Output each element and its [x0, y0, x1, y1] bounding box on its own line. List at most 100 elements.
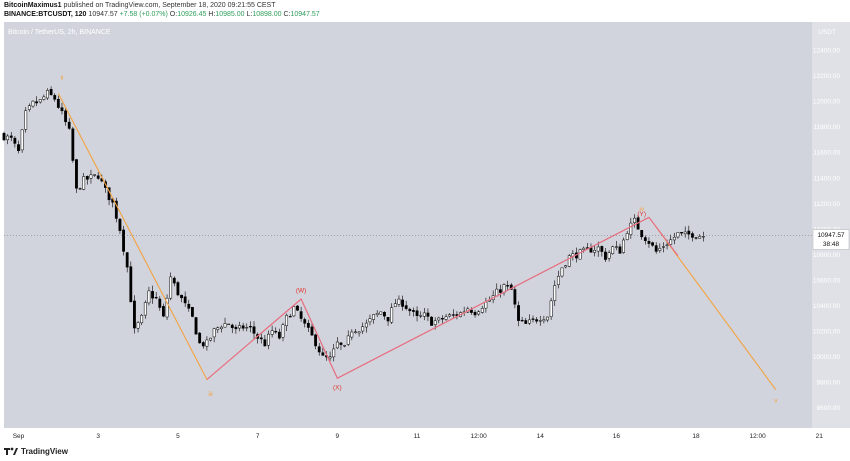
candle-body	[64, 110, 68, 123]
candle-body	[676, 232, 680, 238]
candle-body	[317, 346, 321, 353]
x-tick-label: 9	[336, 433, 340, 440]
candle-body	[198, 332, 202, 344]
candle-body	[252, 326, 256, 334]
candle-body	[390, 307, 394, 323]
candle-body	[274, 331, 278, 333]
candle-body	[151, 291, 154, 299]
candle-body	[524, 320, 528, 324]
candle-body	[415, 310, 419, 317]
candle-body	[89, 174, 93, 179]
candle-body	[549, 300, 553, 317]
candle-body	[299, 311, 303, 319]
y-tick-label: 11600.00	[813, 150, 840, 157]
candle-body	[9, 135, 13, 138]
candle-body	[651, 242, 654, 246]
candle-body	[618, 246, 622, 254]
wave-label: iv	[639, 206, 644, 213]
candle-body	[194, 317, 198, 335]
candle-body	[201, 342, 205, 347]
candle-body	[375, 312, 379, 316]
candle-body	[404, 305, 408, 309]
candle-body	[31, 100, 35, 107]
candle-body	[180, 294, 183, 299]
candle-body	[82, 176, 86, 190]
candle-body	[593, 249, 597, 253]
candle-body	[35, 101, 39, 104]
wave-label: (X)	[333, 385, 342, 392]
candle-body	[24, 110, 28, 130]
candle-body	[430, 316, 433, 326]
wave-label: iii	[208, 391, 212, 398]
candle-body	[426, 312, 430, 317]
candle-body	[67, 121, 71, 129]
candle-body	[238, 325, 241, 329]
candle-body	[263, 339, 267, 347]
candle-body	[56, 98, 60, 108]
candle-body	[368, 318, 372, 323]
candle-body	[6, 135, 10, 141]
candle-body	[401, 299, 404, 307]
candle-body	[154, 296, 158, 299]
x-tick-label: 21	[816, 433, 824, 440]
candle-body	[216, 327, 220, 330]
candle-body	[93, 174, 96, 176]
candle-body	[292, 306, 296, 317]
x-tick-label: 7	[256, 433, 260, 440]
candle-body	[513, 289, 517, 305]
chart-area[interactable]: Bitcoin / TetherUS, 2h, BINANCE USDT 9600.…	[0, 22, 850, 442]
candle-body	[183, 296, 187, 304]
candle-body	[357, 331, 361, 334]
candle-body	[455, 314, 459, 317]
wave-label: (Y)	[637, 211, 646, 218]
candle-body	[477, 311, 481, 315]
candle-body	[346, 335, 350, 345]
candle-body	[542, 319, 546, 322]
x-tick-label: Sep	[13, 433, 25, 440]
candle-body	[314, 334, 318, 347]
y-tick-label: 12000.00	[813, 99, 840, 106]
symbol-line: BINANCE:BTCUSDT, 120 10947.57 +7.58 (+0.…	[4, 11, 320, 18]
candle-body	[480, 308, 484, 313]
candle-body	[71, 128, 75, 161]
candle-body	[556, 276, 560, 285]
price-axis-unit: USDT	[818, 29, 836, 36]
x-tick-label: 12:00	[750, 433, 767, 440]
candle-body	[687, 230, 691, 235]
candle-body	[672, 237, 676, 241]
candle-body	[665, 244, 669, 246]
candle-body	[165, 297, 169, 318]
y-tick-label: 10000.00	[813, 354, 840, 361]
candle-body	[114, 200, 118, 219]
candle-body	[354, 331, 357, 333]
chart-header: BitcoinMaximus1 published on TradingView…	[0, 0, 850, 22]
candle-body	[143, 302, 147, 316]
candle-body	[625, 233, 629, 240]
author-name[interactable]: BitcoinMaximus1	[4, 2, 62, 9]
candle-body	[27, 105, 31, 110]
candle-body	[484, 301, 488, 309]
candle-body	[531, 318, 535, 320]
candle-body	[419, 315, 423, 317]
publish-line: BitcoinMaximus1 published on TradingView…	[4, 2, 275, 9]
wave-label: (W)	[296, 288, 306, 295]
y-tick-label: 9800.00	[817, 380, 841, 387]
candle-body	[169, 276, 173, 299]
tradingview-logo[interactable]: TradingView	[4, 445, 68, 457]
price-chart[interactable]: Bitcoin / TetherUS, 2h, BINANCE USDT 9600.…	[0, 22, 850, 442]
candle-body	[662, 246, 665, 248]
close-value: 10947.57	[290, 11, 320, 18]
candle-body	[412, 310, 415, 312]
symbol-label[interactable]: BINANCE:BTCUSDT, 120	[4, 11, 87, 18]
candle-body	[227, 323, 231, 326]
candle-body	[364, 322, 368, 328]
candle-body	[473, 311, 477, 316]
candle-body	[629, 222, 633, 235]
x-tick-label: 12:00	[471, 433, 488, 440]
candle-body	[669, 239, 673, 245]
y-tick-label: 10800.00	[813, 252, 840, 259]
candle-body	[277, 331, 281, 339]
candle-body	[223, 323, 227, 328]
candle-body	[332, 348, 336, 358]
candle-body	[408, 308, 412, 312]
